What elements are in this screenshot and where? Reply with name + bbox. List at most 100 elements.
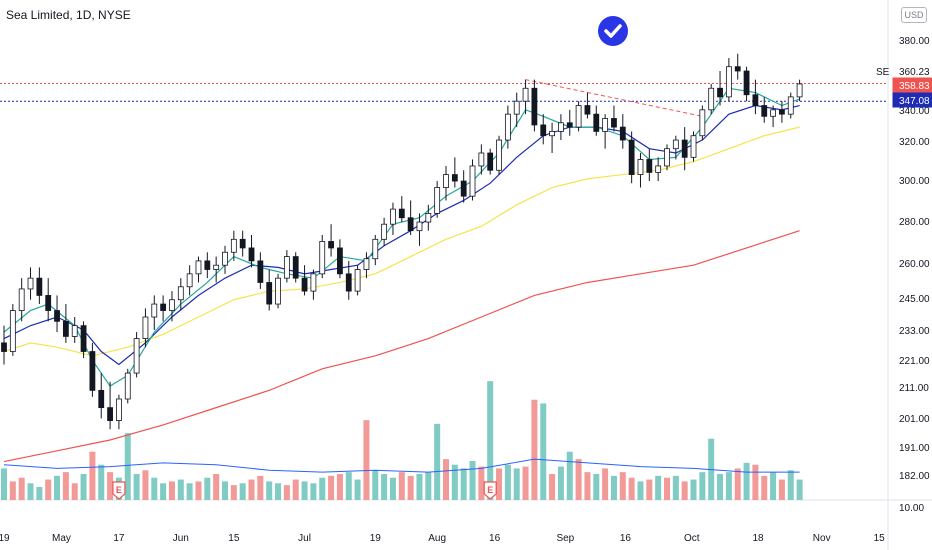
volume-bar xyxy=(213,474,220,500)
price-tick-label: 221.00 xyxy=(899,356,930,367)
candle xyxy=(142,316,149,339)
candle xyxy=(107,407,113,421)
candle xyxy=(80,325,87,352)
candle xyxy=(319,241,326,275)
earnings-event-marker xyxy=(483,481,497,500)
volume-bar xyxy=(549,474,556,500)
volume-bar xyxy=(575,459,582,500)
ma-200-line xyxy=(3,230,800,463)
volume-bar xyxy=(54,475,61,500)
date-tick-label: Oct xyxy=(684,533,700,544)
volume-bar xyxy=(690,479,697,500)
volume-bar xyxy=(1,468,7,500)
volume-bar xyxy=(584,472,591,500)
candle xyxy=(443,174,449,188)
price-tick-label: 300.00 xyxy=(899,176,930,187)
volume-bar xyxy=(9,481,16,500)
volume-bar xyxy=(637,481,644,500)
volume-bar xyxy=(664,477,670,500)
volume-bar xyxy=(796,479,803,500)
volume-bar xyxy=(124,433,131,500)
volume-bar xyxy=(487,381,494,500)
candle xyxy=(708,87,715,111)
candle xyxy=(116,398,122,421)
volume-bar xyxy=(310,483,317,500)
candle xyxy=(513,100,520,115)
volume-bar xyxy=(345,472,352,500)
volume-bar xyxy=(469,461,476,500)
candle xyxy=(549,131,555,137)
price-label-text: 358.83 xyxy=(899,81,930,92)
price-label-text: 347.08 xyxy=(899,96,930,107)
candle xyxy=(469,165,476,197)
date-tick-label: 17 xyxy=(113,533,125,544)
candle xyxy=(770,109,776,117)
volume-bar xyxy=(80,474,87,500)
volume-bar xyxy=(646,479,653,500)
volume-bar xyxy=(27,483,34,500)
candle xyxy=(743,70,750,96)
volume-bar xyxy=(142,470,149,500)
candle xyxy=(619,126,626,141)
candle xyxy=(478,152,485,167)
ma-fast-line xyxy=(3,87,800,387)
candle xyxy=(531,87,538,126)
volume-bar xyxy=(717,474,724,500)
volume-bar xyxy=(478,466,485,500)
candle xyxy=(690,135,697,158)
date-tick-label: 19 xyxy=(370,533,382,544)
candle xyxy=(434,187,441,214)
candle xyxy=(487,152,494,171)
currency-button[interactable]: USD xyxy=(901,7,927,23)
candle xyxy=(602,118,609,132)
volume-bar xyxy=(18,477,25,500)
volume-bar xyxy=(133,474,140,500)
volume-bar xyxy=(407,475,414,500)
volume-bar xyxy=(513,468,520,500)
volume-bar xyxy=(672,475,679,500)
price-tick-label: 320.00 xyxy=(899,137,930,148)
date-tick-label: May xyxy=(52,533,71,544)
price-label-box xyxy=(892,92,932,108)
candle xyxy=(1,342,7,352)
volume-bar xyxy=(504,464,511,500)
price-tick-label: 191.00 xyxy=(899,443,930,454)
volume-ma-line xyxy=(3,458,800,473)
price-tick-label: 10.00 xyxy=(899,503,924,514)
date-tick-label: Sep xyxy=(556,533,574,544)
candle xyxy=(672,139,679,150)
candle xyxy=(540,124,547,137)
volume-bar xyxy=(540,403,547,500)
volume-bar xyxy=(292,479,299,500)
volume-bar xyxy=(770,472,777,500)
candle xyxy=(460,180,467,197)
volume-bar xyxy=(602,468,609,500)
check-badge-icon xyxy=(598,16,628,46)
volume-bar xyxy=(566,451,573,500)
volume-bar xyxy=(336,474,343,500)
date-tick-label: 15 xyxy=(874,533,886,544)
price-tick-label: 280.00 xyxy=(899,217,930,228)
candle xyxy=(496,139,502,171)
candle xyxy=(390,208,396,225)
candle xyxy=(301,277,308,292)
volume-bar xyxy=(62,472,69,500)
date-tick-label: 16 xyxy=(620,533,632,544)
candle xyxy=(54,310,60,322)
volume-bar xyxy=(451,464,458,500)
volume-bar xyxy=(381,474,388,500)
symbol-label: SE xyxy=(876,67,890,78)
volume-bar xyxy=(98,464,105,500)
candle xyxy=(195,260,202,275)
volume-bar xyxy=(531,399,538,500)
volume-bar xyxy=(222,481,228,500)
candle xyxy=(283,256,290,279)
date-tick-label: 15 xyxy=(228,533,240,544)
volume-bar xyxy=(398,472,405,500)
date-tick-label: 18 xyxy=(752,533,764,544)
price-tick-label: 201.00 xyxy=(899,414,930,425)
volume-bar xyxy=(628,477,635,500)
candle xyxy=(36,277,43,296)
candle xyxy=(655,165,662,173)
